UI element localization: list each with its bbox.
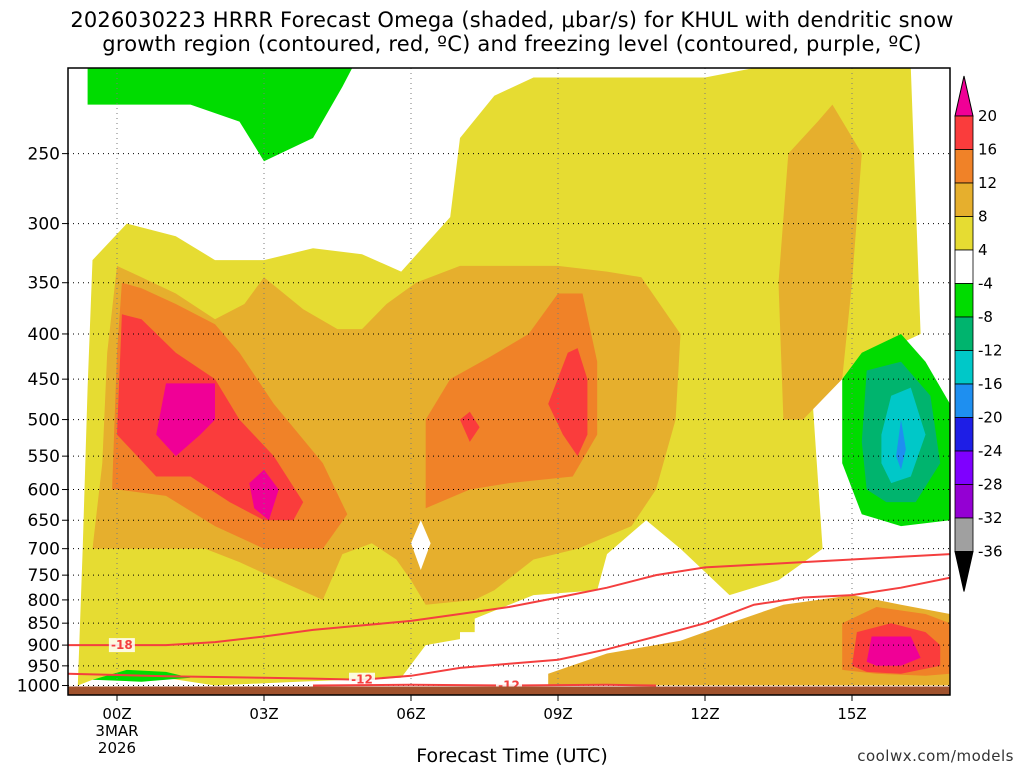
colorbar-bottom-arrow bbox=[954, 551, 974, 592]
y-tick-label-500: 500 bbox=[28, 411, 60, 431]
colorbar-label-10: -24 bbox=[978, 442, 1003, 460]
x-date-label-1: 2026 bbox=[98, 739, 136, 757]
colorbar-top-arrow bbox=[954, 75, 974, 117]
omega-region-14 bbox=[411, 520, 431, 570]
colorbar-label-1: 16 bbox=[978, 141, 997, 159]
temp-contour-label-bg-1 bbox=[349, 672, 375, 687]
omega-region-5 bbox=[156, 383, 215, 457]
colorbar-label-6: -8 bbox=[978, 308, 993, 326]
colorbar-segment-1 bbox=[954, 115, 974, 150]
title-line-1: 2026030223 HRRR Forecast Omega (shaded, … bbox=[70, 8, 954, 32]
omega-region-9 bbox=[778, 104, 862, 420]
omega-region-6 bbox=[249, 469, 279, 521]
colorbar-label-0: 20 bbox=[978, 107, 997, 125]
ground-surface bbox=[68, 686, 950, 695]
colorbar-label-12: -32 bbox=[978, 509, 1003, 527]
x-tick-label-3: 03Z bbox=[249, 705, 278, 723]
colorbar-segment-13 bbox=[954, 517, 974, 552]
y-tick-label-1000: 1000 bbox=[17, 677, 60, 697]
temp-contour-label-1: -12 bbox=[351, 673, 373, 687]
omega-region-3 bbox=[425, 293, 598, 509]
y-tick-label-600: 600 bbox=[28, 481, 60, 501]
y-tick-label-250: 250 bbox=[28, 145, 60, 165]
omega-region-7 bbox=[548, 348, 588, 457]
colorbar-segment-4 bbox=[954, 216, 974, 251]
y-tick-label-450: 450 bbox=[28, 370, 60, 390]
x-date-label-0: 3MAR bbox=[95, 722, 138, 740]
colorbar-label-8: -16 bbox=[978, 375, 1003, 393]
colorbar-segment-9 bbox=[954, 383, 974, 418]
colorbar-segment-12 bbox=[954, 484, 974, 519]
colorbar-label-11: -28 bbox=[978, 476, 1003, 494]
temp-contour-2 bbox=[312, 683, 657, 687]
y-tick-label-800: 800 bbox=[28, 591, 60, 611]
y-tick-label-550: 550 bbox=[28, 447, 60, 467]
temp-contour-label-0: -18 bbox=[111, 638, 133, 652]
colorbar-segment-11 bbox=[954, 450, 974, 485]
colorbar-label-4: 4 bbox=[978, 241, 988, 259]
colorbar-segment-5 bbox=[954, 249, 974, 284]
y-tick-label-850: 850 bbox=[28, 614, 60, 634]
colorbar-segment-6 bbox=[954, 283, 974, 318]
plot-frame bbox=[67, 67, 951, 696]
y-tick-label-300: 300 bbox=[28, 215, 60, 235]
omega-region-15 bbox=[460, 632, 509, 650]
omega-shading bbox=[77, 68, 950, 686]
temp-contour-1 bbox=[68, 576, 950, 681]
y-tick-label-400: 400 bbox=[28, 325, 60, 345]
x-tick-label-0: 00Z bbox=[102, 705, 131, 723]
x-tick-label-12: 12Z bbox=[690, 705, 719, 723]
y-tick-label-700: 700 bbox=[28, 540, 60, 560]
x-tick-label-15: 15Z bbox=[837, 705, 866, 723]
omega-region-20 bbox=[896, 419, 906, 470]
y-tick-label-650: 650 bbox=[28, 511, 60, 531]
colorbar-segment-2 bbox=[954, 149, 974, 184]
colorbar-label-3: 8 bbox=[978, 208, 988, 226]
colorbar: 20 16 12 8 4 -4 -8 -12 -16 -20 -24 -28 -32 -36 bbox=[954, 75, 1003, 592]
x-tick-label-9: 09Z bbox=[543, 705, 572, 723]
colorbar-label-2: 12 bbox=[978, 174, 997, 192]
temp-contour-label-bg-0 bbox=[108, 638, 135, 653]
colorbar-label-7: -12 bbox=[978, 342, 1003, 360]
colorbar-segment-3 bbox=[954, 182, 974, 217]
title-line-2: growth region (contoured, red, ºC) and f… bbox=[102, 32, 922, 56]
y-axis: 2503003504004505005506006507007508008509… bbox=[17, 145, 68, 697]
chart-title: 2026030223 HRRR Forecast Omega (shaded, … bbox=[0, 8, 1024, 56]
colorbar-label-5: -4 bbox=[978, 275, 993, 293]
x-axis-title: Forecast Time (UTC) bbox=[416, 745, 608, 767]
colorbar-segment-7 bbox=[954, 316, 974, 351]
colorbar-segment-10 bbox=[954, 417, 974, 452]
watermark-link[interactable]: coolwx.com/models bbox=[857, 747, 1014, 765]
colorbar-label-9: -20 bbox=[978, 409, 1003, 427]
x-tick-label-6: 06Z bbox=[396, 705, 425, 723]
omega-region-16 bbox=[87, 68, 353, 162]
omega-region-13 bbox=[866, 636, 921, 666]
y-tick-label-900: 900 bbox=[28, 636, 60, 656]
y-tick-label-950: 950 bbox=[28, 657, 60, 677]
temp-contour-0 bbox=[68, 553, 950, 647]
y-tick-label-750: 750 bbox=[28, 566, 60, 586]
y-tick-label-350: 350 bbox=[28, 274, 60, 294]
colorbar-segment-8 bbox=[954, 350, 974, 385]
omega-region-8 bbox=[460, 411, 480, 442]
colorbar-label-13: -36 bbox=[978, 543, 1003, 561]
